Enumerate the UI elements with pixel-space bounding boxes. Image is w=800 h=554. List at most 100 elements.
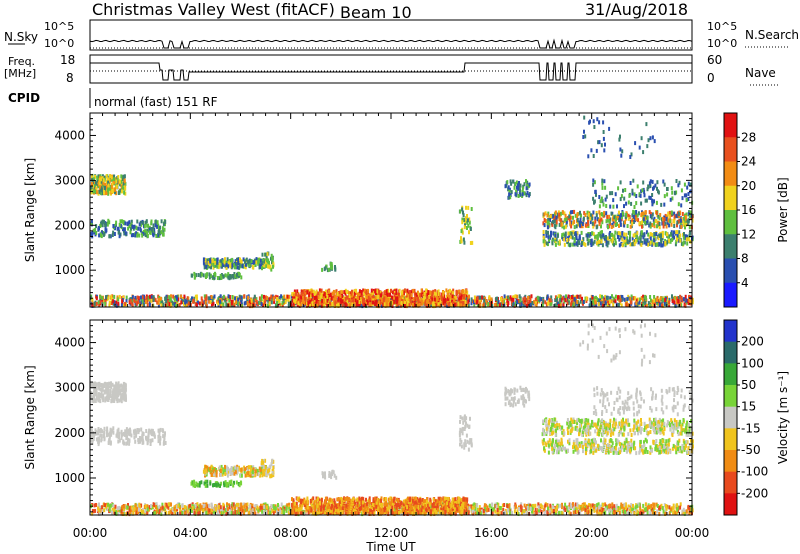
power-echo-cell — [139, 228, 142, 233]
power-echo-cell — [227, 275, 230, 280]
power-echo-cell — [555, 220, 558, 225]
power-echo-cell — [272, 264, 274, 269]
power-echo-cell — [204, 260, 207, 265]
power-echo-cell — [599, 230, 602, 235]
velocity-echo-cell — [90, 382, 93, 387]
power-echo-cell — [684, 297, 687, 302]
power-echo-cell — [261, 261, 264, 266]
power-echo-cell — [651, 302, 654, 307]
power-echo-cell — [614, 230, 617, 235]
power-echo-cell — [466, 214, 468, 218]
power-echo-cell — [549, 215, 552, 219]
power-echo-cell — [400, 295, 403, 300]
power-echo-cell — [666, 192, 669, 197]
power-echo-cell — [613, 234, 616, 239]
power-echo-cell — [467, 223, 470, 228]
velocity-echo-cell — [158, 432, 161, 437]
power-echo-cell — [640, 242, 643, 247]
power-echo-cell — [259, 263, 262, 268]
power-echo-cell — [339, 298, 342, 303]
velocity-echo-cell — [145, 429, 148, 433]
power-echo-cell — [652, 235, 655, 240]
power-echo-cell — [598, 219, 601, 224]
power-echo-cell — [356, 296, 359, 301]
power-echo-cell — [558, 301, 561, 306]
power-echo-cell — [618, 298, 621, 303]
power-echo-cell — [270, 300, 273, 305]
power-echo-cell — [118, 179, 121, 184]
power-echo-cell — [612, 236, 614, 241]
power-echo-cell — [101, 191, 104, 196]
power-echo-cell — [168, 299, 171, 304]
power-echo-cell — [263, 294, 265, 299]
power-echo-cell — [599, 301, 602, 306]
power-echo-cell — [625, 302, 628, 307]
power-echo-cell — [451, 296, 454, 301]
power-echo-cell — [662, 216, 664, 221]
power-echo-cell — [598, 204, 601, 209]
velocity-echo-cell — [151, 438, 154, 443]
power-echo-cell — [575, 236, 578, 241]
power-echo-cell — [103, 219, 105, 224]
power-echo-cell — [671, 190, 674, 195]
power-echo-cell — [192, 298, 195, 303]
power-echo-cell — [631, 219, 633, 224]
power-echo-cell — [670, 231, 673, 236]
power-echo-cell — [99, 190, 102, 195]
velocity-echo-cell — [142, 432, 145, 436]
power-echo-cell — [587, 222, 589, 227]
power-echo-cell — [612, 219, 615, 224]
power-echo-cell — [181, 297, 184, 301]
power-echo-cell — [686, 219, 689, 224]
power-echo-cell — [642, 211, 645, 216]
power-echo-cell — [655, 200, 658, 205]
power-echo-cell — [253, 294, 256, 299]
power-echo-cell — [217, 301, 220, 306]
power-echo-cell — [117, 191, 120, 195]
power-echo-cell — [552, 220, 555, 225]
power-echo-cell — [617, 186, 620, 191]
velocity-echo-cell — [204, 464, 207, 469]
velocity-echo-cell — [118, 384, 121, 389]
power-echo-cell — [558, 239, 561, 244]
power-echo-cell — [670, 186, 673, 191]
power-echo-cell — [495, 296, 498, 301]
power-echo-cell — [612, 198, 615, 203]
velocity-echo-cell — [501, 503, 504, 508]
power-echo-cell — [577, 301, 580, 306]
power-echo-cell — [319, 298, 322, 303]
power-echo-cell — [334, 301, 337, 306]
power-echo-cell — [143, 224, 146, 229]
power-echo-cell — [629, 303, 631, 308]
power-echo-cell — [132, 233, 135, 238]
power-echo-cell — [417, 303, 420, 308]
power-echo-cell — [338, 294, 341, 298]
power-echo-cell — [309, 303, 311, 308]
power-echo-cell — [118, 294, 121, 299]
power-echo-cell — [674, 191, 677, 196]
power-echo-cell — [340, 300, 343, 305]
power-echo-cell — [362, 301, 365, 306]
power-echo-cell — [624, 215, 627, 220]
velocity-echo-cell — [104, 389, 107, 394]
power-echo-cell — [314, 304, 316, 308]
power-echo-cell — [584, 213, 587, 217]
power-echo-cell — [111, 189, 114, 194]
power-echo-cell — [598, 210, 601, 215]
velocity-echo-cell — [108, 431, 111, 436]
power-echo-cell — [428, 302, 431, 307]
power-echo-cell — [686, 241, 689, 246]
velocity-echo-cell — [230, 479, 233, 484]
power-echo-cell — [548, 298, 551, 303]
power-echo-cell — [124, 191, 127, 196]
power-echo-cell — [570, 224, 573, 229]
power-echo-cell — [421, 299, 424, 304]
power-echo-cell — [601, 178, 604, 183]
power-echo-cell — [547, 235, 550, 240]
power-echo-cell — [564, 224, 567, 229]
power-echo-cell — [355, 288, 358, 293]
velocity-echo-cell — [157, 434, 160, 439]
power-echo-cell — [517, 186, 520, 191]
power-echo-cell — [102, 178, 105, 183]
power-echo-cell — [378, 290, 381, 295]
